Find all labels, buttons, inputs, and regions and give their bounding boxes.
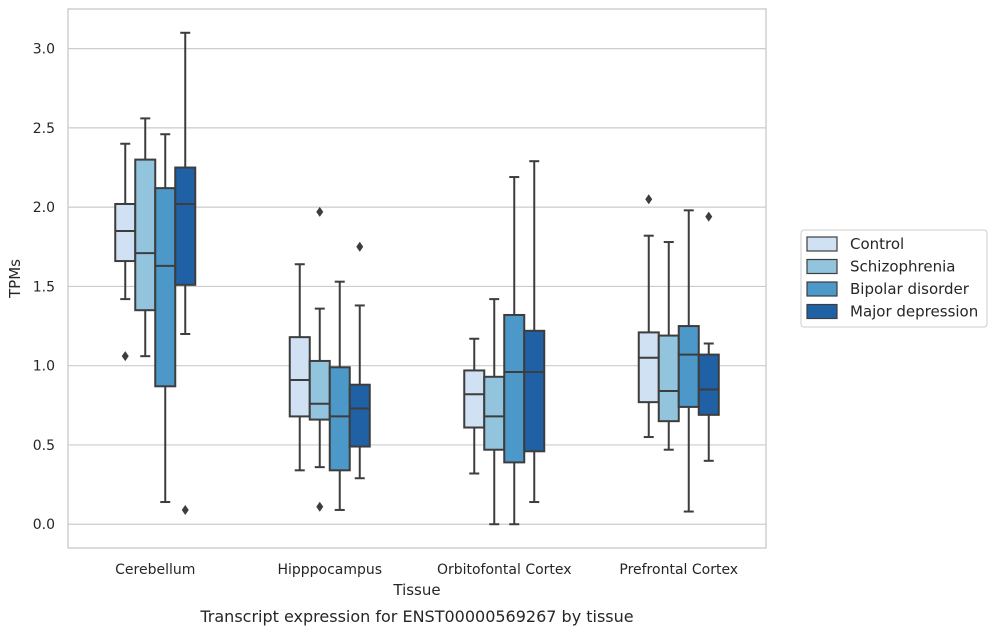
x-tick-label: Hipppocampus — [277, 562, 382, 578]
box-iqr — [114, 202, 137, 263]
legend-frame — [800, 229, 988, 328]
box-1-1 — [308, 206, 331, 512]
box-1-3 — [348, 241, 371, 480]
plot-frame — [67, 8, 767, 549]
legend: Control Schizophrenia Bipolar disorder Majo… — [800, 229, 988, 328]
x-tick-label: Orbitofontal Cortex — [437, 562, 572, 578]
chart-caption: Transcript expression for ENST0000056926… — [199, 607, 633, 626]
box-0-1 — [134, 117, 157, 358]
box-iqr — [637, 331, 660, 404]
box-iqr — [174, 166, 197, 286]
box-0-2 — [154, 133, 177, 504]
x-axis-label: Tissue — [392, 581, 440, 599]
box-iqr — [697, 353, 720, 416]
x-tick-label: Cerebellum — [115, 562, 195, 578]
y-tick-label: 0.5 — [33, 438, 55, 454]
box-3-0 — [637, 194, 660, 439]
box-iqr — [463, 369, 486, 429]
outlier-point — [121, 351, 129, 362]
box-iqr — [503, 313, 526, 464]
y-tick-label: 2.5 — [33, 121, 55, 137]
box-0-3 — [174, 31, 197, 515]
box-iqr — [288, 336, 311, 418]
legend-swatch — [806, 281, 838, 297]
box-3-3 — [697, 211, 720, 462]
box-3-2 — [677, 209, 700, 513]
y-tick-label: 3.0 — [33, 42, 55, 58]
outlier-point — [181, 504, 189, 515]
legend-label: Schizophrenia — [850, 258, 955, 276]
box-1-0 — [288, 263, 311, 472]
box-iqr — [308, 359, 331, 421]
box-3-1 — [657, 241, 680, 451]
box-2-0 — [463, 337, 486, 475]
y-tick-label: 1.0 — [33, 359, 55, 375]
box-iqr — [134, 158, 157, 312]
y-tick-label: 1.5 — [33, 279, 55, 295]
y-tick-label: 0.0 — [33, 517, 55, 533]
box-2-2 — [503, 176, 526, 526]
y-axis-label: TPMs — [6, 259, 24, 299]
box-iqr — [677, 325, 700, 408]
x-tick-label: Prefrontal Cortex — [619, 562, 738, 578]
x-tick-labels: Cerebellum Hipppocampus Orbitofontal Corte… — [115, 562, 738, 578]
box-iqr — [483, 375, 506, 451]
box-iqr — [154, 187, 177, 388]
box-2-1 — [483, 298, 506, 526]
box-2-3 — [523, 160, 546, 504]
outlier-point — [705, 211, 713, 222]
outlier-point — [645, 194, 653, 205]
outlier-point — [316, 206, 324, 217]
legend-label: Bipolar disorder — [850, 280, 970, 298]
box-0-0 — [114, 142, 137, 362]
box-iqr — [657, 334, 680, 423]
legend-swatch — [806, 303, 838, 320]
legend-label: Control — [850, 235, 904, 253]
legend-label: Major depression — [850, 303, 978, 321]
y-tick-labels: 0.0 0.5 1.0 1.5 2.0 2.5 3.0 — [33, 42, 55, 534]
boxes-layer — [114, 31, 720, 526]
box-iqr — [348, 383, 371, 448]
legend-swatch — [806, 236, 838, 252]
outlier-point — [316, 501, 324, 512]
y-tick-label: 2.0 — [33, 200, 55, 216]
legend-swatch — [806, 258, 838, 275]
box-1-2 — [328, 280, 351, 511]
box-iqr — [328, 366, 351, 472]
outlier-point — [356, 241, 364, 252]
box-iqr — [523, 329, 546, 453]
